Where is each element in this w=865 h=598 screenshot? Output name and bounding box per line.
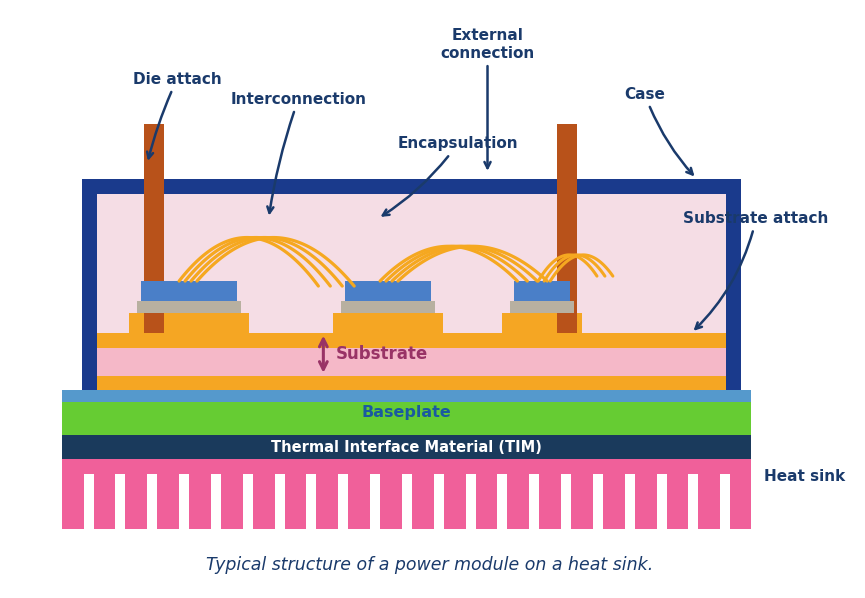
Bar: [753, 474, 762, 529]
Bar: [515, 281, 570, 301]
Bar: [510, 301, 574, 313]
Bar: [147, 474, 157, 529]
Bar: [727, 179, 741, 389]
Bar: [81, 179, 741, 389]
Bar: [144, 124, 164, 333]
Bar: [689, 474, 698, 529]
Bar: [497, 474, 508, 529]
Bar: [130, 313, 249, 333]
Text: External
connection: External connection: [440, 28, 535, 168]
Bar: [81, 179, 97, 389]
Bar: [593, 474, 603, 529]
Bar: [345, 281, 431, 301]
Bar: [503, 313, 582, 333]
Bar: [342, 301, 435, 313]
Text: Substrate: Substrate: [336, 345, 427, 363]
Text: Heat sink: Heat sink: [764, 469, 845, 484]
Text: Substrate attach: Substrate attach: [683, 211, 829, 329]
Text: Thermal Interface Material (TIM): Thermal Interface Material (TIM): [271, 440, 541, 454]
Bar: [97, 333, 727, 348]
Bar: [561, 474, 571, 529]
Bar: [243, 474, 253, 529]
Bar: [141, 281, 237, 301]
Bar: [61, 402, 751, 435]
Bar: [61, 389, 751, 402]
Bar: [84, 474, 93, 529]
Bar: [306, 474, 317, 529]
Bar: [465, 474, 476, 529]
Bar: [81, 179, 741, 194]
Bar: [179, 474, 189, 529]
Bar: [61, 474, 751, 529]
Bar: [433, 474, 444, 529]
Bar: [338, 474, 349, 529]
Bar: [333, 313, 443, 333]
Bar: [557, 124, 577, 333]
Bar: [97, 376, 727, 389]
Text: Die attach: Die attach: [132, 72, 221, 158]
Bar: [97, 348, 727, 376]
Bar: [402, 474, 412, 529]
Text: Encapsulation: Encapsulation: [383, 136, 518, 215]
Text: Case: Case: [625, 87, 693, 175]
Text: Typical structure of a power module on a heat sink.: Typical structure of a power module on a…: [206, 556, 653, 573]
Bar: [115, 474, 125, 529]
Bar: [61, 459, 751, 474]
Text: Baseplate: Baseplate: [362, 405, 452, 420]
Bar: [274, 474, 285, 529]
Text: Interconnection: Interconnection: [230, 91, 367, 213]
Bar: [529, 474, 539, 529]
Bar: [721, 474, 730, 529]
Bar: [657, 474, 667, 529]
Bar: [211, 474, 221, 529]
Bar: [370, 474, 380, 529]
Bar: [625, 474, 635, 529]
Bar: [61, 435, 751, 459]
Bar: [784, 474, 794, 529]
Bar: [138, 301, 240, 313]
